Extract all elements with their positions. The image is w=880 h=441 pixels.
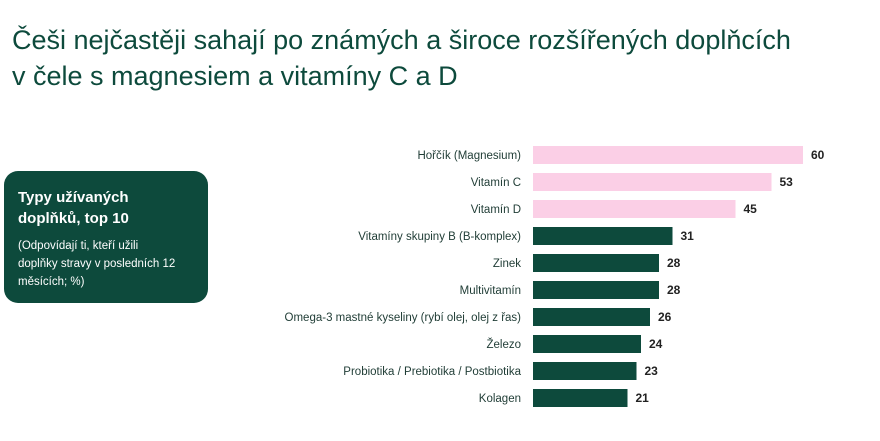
category-label: Vitamín C [471,177,521,189]
value-label: 23 [645,364,659,378]
info-heading-line-1: Typy užívaných [18,189,129,206]
value-label: 31 [681,229,695,243]
bar [533,389,628,407]
bar [533,362,637,380]
info-note: (Odpovídají ti, kteří užili doplňky stra… [18,237,194,291]
category-label: Vitamín D [471,204,521,216]
value-label: 28 [667,283,681,297]
bar [533,254,659,272]
info-box: Typy užívaných doplňků, top 10 (Odpovída… [4,171,208,303]
info-heading: Typy užívaných doplňků, top 10 [18,187,194,229]
title-line-2: v čele s magnesiem a vitamíny C a D [12,61,458,91]
category-label: Probiotika / Prebiotika / Postbiotika [343,366,521,378]
bar [533,308,650,326]
bar [533,173,772,191]
value-label: 53 [780,175,794,189]
info-note-line-3: měsících; %) [18,276,85,288]
value-label: 26 [658,310,672,324]
title-line-1: Češi nejčastěji sahají po známých a širo… [12,25,791,55]
category-label: Multivitamín [460,285,521,297]
info-note-line-2: doplňky stravy v posledních 12 [18,258,176,270]
value-label: 60 [811,148,825,162]
value-label: 45 [744,202,758,216]
category-label: Omega-3 mastné kyseliny (rybí olej, olej… [285,312,522,324]
bar [533,335,641,353]
category-label: Železo [486,338,521,351]
value-label: 24 [649,337,663,351]
bar [533,200,736,218]
category-label: Zinek [493,258,521,270]
category-label: Hořčík (Magnesium) [417,150,521,162]
bar [533,281,659,299]
info-note-line-1: (Odpovídají ti, kteří užili [18,240,139,252]
category-label: Kolagen [479,393,521,405]
chart-title: Češi nejčastěji sahají po známých a širo… [12,22,791,94]
value-label: 28 [667,256,681,270]
value-label: 21 [636,391,650,405]
bar [533,146,803,164]
bar [533,227,673,245]
category-label: Vitamíny skupiny B (B-komplex) [358,231,521,243]
info-heading-line-2: doplňků, top 10 [18,210,129,227]
